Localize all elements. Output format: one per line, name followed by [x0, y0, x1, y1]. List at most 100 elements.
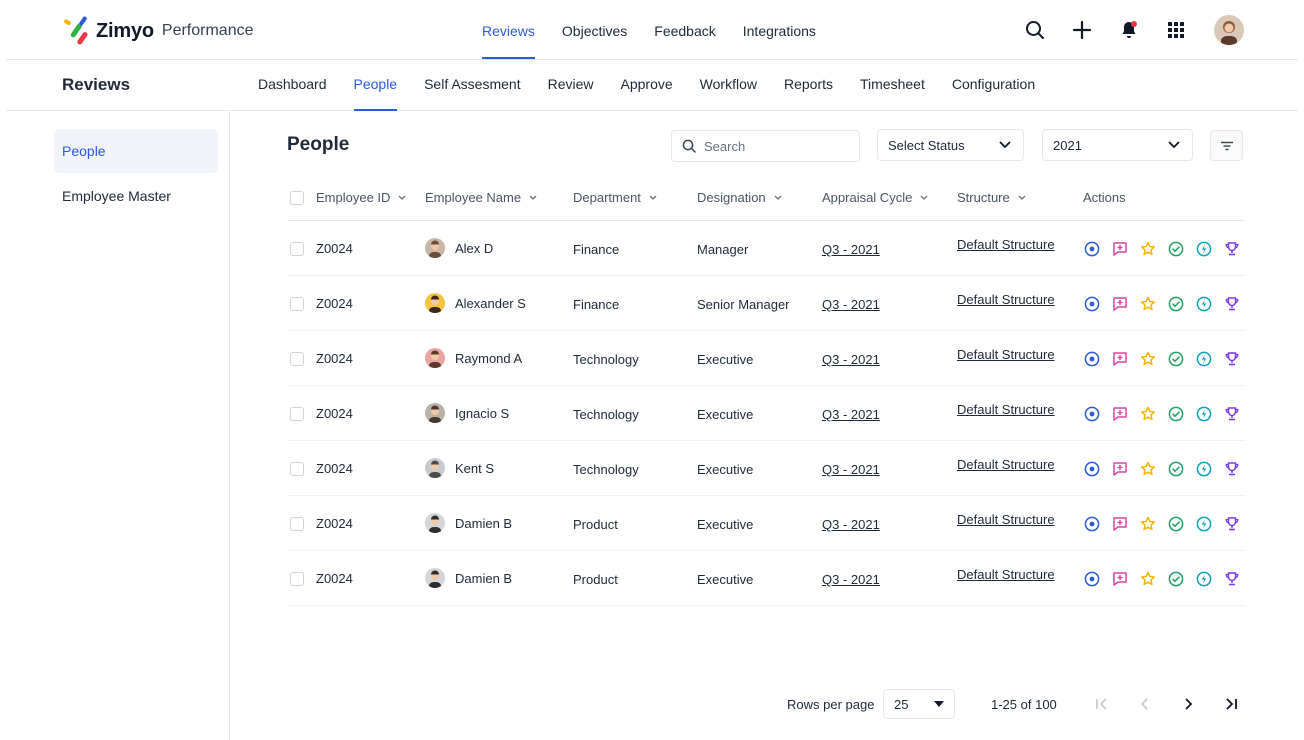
row-checkbox[interactable]	[290, 407, 304, 421]
row-checkbox[interactable]	[290, 297, 304, 311]
row-checkbox[interactable]	[290, 352, 304, 366]
status-select[interactable]: Select Status	[877, 129, 1024, 161]
bolt-circle-icon[interactable]	[1195, 570, 1213, 588]
tab-people[interactable]: People	[353, 60, 397, 111]
add-comment-icon[interactable]	[1111, 240, 1129, 258]
tab-dashboard[interactable]: Dashboard	[258, 76, 327, 92]
row-checkbox[interactable]	[290, 462, 304, 476]
star-icon[interactable]	[1139, 515, 1157, 533]
structure-link[interactable]: Default Structure	[957, 512, 1055, 527]
employee-name[interactable]: Raymond A	[455, 350, 523, 366]
add-comment-icon[interactable]	[1111, 570, 1129, 588]
tab-timesheet[interactable]: Timesheet	[860, 76, 925, 92]
appraisal-cycle-link[interactable]: Q3 - 2021	[822, 517, 880, 532]
check-circle-icon[interactable]	[1167, 405, 1185, 423]
bell-icon[interactable]	[1118, 19, 1140, 41]
structure-link[interactable]: Default Structure	[957, 567, 1055, 582]
row-checkbox[interactable]	[290, 242, 304, 256]
star-icon[interactable]	[1139, 350, 1157, 368]
employee-name[interactable]: Ignacio S	[455, 405, 510, 421]
trophy-icon[interactable]	[1223, 515, 1241, 533]
target-icon[interactable]	[1083, 240, 1101, 258]
sidebar-item-people[interactable]: People	[54, 129, 218, 173]
column-employee-id[interactable]: Employee ID	[316, 190, 406, 205]
trophy-icon[interactable]	[1223, 570, 1241, 588]
check-circle-icon[interactable]	[1167, 295, 1185, 313]
select-all-checkbox[interactable]	[290, 191, 304, 205]
tab-approve[interactable]: Approve	[620, 76, 673, 92]
sidebar-item-employee-master[interactable]: Employee Master	[62, 188, 171, 204]
employee-name[interactable]: Kent S	[455, 460, 495, 476]
trophy-icon[interactable]	[1223, 405, 1241, 423]
column-department[interactable]: Department	[573, 190, 657, 205]
bolt-circle-icon[interactable]	[1195, 515, 1213, 533]
filter-button[interactable]	[1210, 130, 1243, 161]
target-icon[interactable]	[1083, 295, 1101, 313]
top-nav-objectives[interactable]: Objectives	[561, 23, 628, 39]
column-designation[interactable]: Designation	[697, 190, 782, 205]
structure-link[interactable]: Default Structure	[957, 402, 1055, 417]
top-nav-feedback[interactable]: Feedback	[654, 23, 716, 39]
plus-icon[interactable]	[1071, 19, 1093, 41]
check-circle-icon[interactable]	[1167, 515, 1185, 533]
tab-reports[interactable]: Reports	[783, 76, 833, 92]
apps-grid-icon[interactable]	[1165, 19, 1187, 41]
appraisal-cycle-link[interactable]: Q3 - 2021	[822, 352, 880, 367]
appraisal-cycle-link[interactable]: Q3 - 2021	[822, 297, 880, 312]
star-icon[interactable]	[1139, 240, 1157, 258]
target-icon[interactable]	[1083, 350, 1101, 368]
user-avatar[interactable]	[1214, 15, 1244, 45]
row-checkbox[interactable]	[290, 517, 304, 531]
bolt-circle-icon[interactable]	[1195, 350, 1213, 368]
trophy-icon[interactable]	[1223, 350, 1241, 368]
structure-link[interactable]: Default Structure	[957, 292, 1055, 307]
employee-name[interactable]: Alex D	[455, 240, 494, 256]
star-icon[interactable]	[1139, 460, 1157, 478]
target-icon[interactable]	[1083, 515, 1101, 533]
trophy-icon[interactable]	[1223, 240, 1241, 258]
column-employee-name[interactable]: Employee Name	[425, 190, 537, 205]
star-icon[interactable]	[1139, 295, 1157, 313]
star-icon[interactable]	[1139, 570, 1157, 588]
employee-name[interactable]: Damien B	[455, 515, 513, 531]
appraisal-cycle-link[interactable]: Q3 - 2021	[822, 462, 880, 477]
appraisal-cycle-link[interactable]: Q3 - 2021	[822, 572, 880, 587]
bolt-circle-icon[interactable]	[1195, 295, 1213, 313]
tab-configuration[interactable]: Configuration	[951, 76, 1036, 92]
target-icon[interactable]	[1083, 460, 1101, 478]
trophy-icon[interactable]	[1223, 295, 1241, 313]
trophy-icon[interactable]	[1223, 460, 1241, 478]
add-comment-icon[interactable]	[1111, 515, 1129, 533]
next-page-icon[interactable]	[1177, 693, 1199, 715]
check-circle-icon[interactable]	[1167, 350, 1185, 368]
employee-name[interactable]: Alexander S	[455, 295, 526, 311]
target-icon[interactable]	[1083, 405, 1101, 423]
search-input[interactable]	[704, 138, 844, 154]
logo[interactable]: Zimyo Performance	[62, 16, 254, 46]
structure-link[interactable]: Default Structure	[957, 347, 1055, 362]
tab-workflow[interactable]: Workflow	[699, 76, 757, 92]
tab-self-assesment[interactable]: Self Assesment	[424, 76, 521, 92]
search-icon[interactable]	[1024, 19, 1046, 41]
top-nav-reviews[interactable]: Reviews	[482, 0, 535, 60]
tab-review[interactable]: Review	[547, 76, 594, 92]
add-comment-icon[interactable]	[1111, 405, 1129, 423]
previous-page-icon[interactable]	[1134, 693, 1156, 715]
column-appraisal-cycle[interactable]: Appraisal Cycle	[822, 190, 928, 205]
structure-link[interactable]: Default Structure	[957, 237, 1055, 252]
employee-name[interactable]: Damien B	[455, 570, 513, 586]
star-icon[interactable]	[1139, 405, 1157, 423]
check-circle-icon[interactable]	[1167, 240, 1185, 258]
target-icon[interactable]	[1083, 570, 1101, 588]
top-nav-integrations[interactable]: Integrations	[742, 23, 816, 39]
rows-per-page-select[interactable]: 25	[883, 689, 955, 719]
column-structure[interactable]: Structure	[957, 190, 1026, 205]
appraisal-cycle-link[interactable]: Q3 - 2021	[822, 242, 880, 257]
check-circle-icon[interactable]	[1167, 460, 1185, 478]
first-page-icon[interactable]	[1091, 693, 1113, 715]
add-comment-icon[interactable]	[1111, 295, 1129, 313]
appraisal-cycle-link[interactable]: Q3 - 2021	[822, 407, 880, 422]
check-circle-icon[interactable]	[1167, 570, 1185, 588]
last-page-icon[interactable]	[1220, 693, 1242, 715]
year-select[interactable]: 2021	[1042, 129, 1193, 161]
